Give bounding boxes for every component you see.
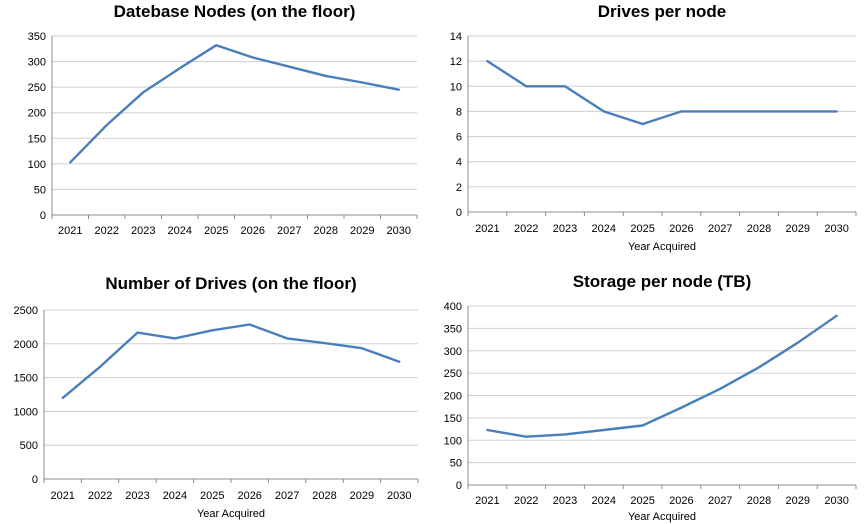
x-axis-label: Year Acquired: [628, 511, 696, 523]
y-tick-label: 350: [28, 31, 46, 43]
x-tick-label: 2025: [200, 490, 224, 502]
x-tick-label: 2025: [630, 495, 654, 507]
y-tick-label: 350: [444, 323, 462, 335]
x-tick-label: 2026: [669, 495, 693, 507]
x-tick-label: 2028: [747, 223, 771, 235]
y-tick-label: 100: [28, 159, 46, 171]
y-tick-label: 2500: [14, 305, 38, 317]
x-tick-label: 2027: [275, 490, 299, 502]
y-tick-label: 0: [456, 207, 462, 219]
chart-title: Datebase Nodes (on the floor): [114, 2, 356, 21]
chart-title: Storage per node (TB): [573, 272, 752, 291]
chart-drives-per-node: Drives per node 0 2 4 6 8 10 12 14 2021 2022 2023 20…: [432, 0, 864, 266]
x-tick-label: 2029: [786, 223, 810, 235]
x-axis-label: Year Acquired: [197, 508, 265, 520]
series-line: [61, 323, 401, 400]
x-tick-label: 2028: [747, 495, 771, 507]
x-tick-label: 2027: [708, 495, 732, 507]
x-tick-label: 2027: [708, 223, 732, 235]
chart-svg: Datebase Nodes (on the floor) 0 50 100 150 20…: [28, 2, 418, 237]
y-tick-label: 2: [456, 182, 462, 194]
x-tick-label: 2023: [553, 223, 577, 235]
x-tick-label: 2024: [592, 495, 616, 507]
chart-svg: Drives per node 0 2 4 6 8 10 12 14 2021 2022 2023 20…: [450, 2, 857, 253]
chart-svg: Number of Drives (on the floor) 0 500 1000 1…: [14, 274, 419, 520]
y-tick-label: 400: [444, 301, 462, 313]
y-tick-label: 50: [450, 458, 462, 470]
chart-storage-per-node: Storage per node (TB) 0 50 100 150 200 250 300 3…: [432, 266, 864, 524]
x-tick-label: 2023: [125, 490, 149, 502]
x-tick-label: 2029: [786, 495, 810, 507]
y-tick-label: 8: [456, 106, 462, 118]
y-tick-label: 300: [28, 57, 46, 69]
y-tick-label: 4: [456, 157, 462, 169]
x-tick-label: 2023: [131, 225, 155, 237]
y-tick-label: 200: [444, 391, 462, 403]
y-tick-label: 1000: [14, 406, 38, 418]
x-tick-label: 2025: [204, 225, 228, 237]
chart-title: Number of Drives (on the floor): [105, 274, 356, 293]
x-tick-label: 2027: [277, 225, 301, 237]
y-tick-label: 150: [444, 413, 462, 425]
y-tick-label: 0: [40, 210, 46, 222]
y-tick-label: 1500: [14, 373, 38, 385]
x-tick-label: 2028: [312, 490, 336, 502]
x-tick-label: 2026: [669, 223, 693, 235]
series-line: [486, 314, 838, 438]
y-tick-label: 500: [20, 440, 38, 452]
x-tick-label: 2021: [58, 225, 82, 237]
y-tick-label: 6: [456, 132, 462, 144]
y-tick-label: 300: [444, 346, 462, 358]
x-tick-label: 2022: [88, 490, 112, 502]
y-tick-label: 14: [450, 31, 462, 43]
x-tick-label: 2030: [387, 490, 411, 502]
x-tick-label: 2025: [630, 223, 654, 235]
y-tick-label: 250: [28, 82, 46, 94]
x-tick-label: 2023: [553, 495, 577, 507]
y-tick-label: 250: [444, 368, 462, 380]
x-tick-label: 2024: [168, 225, 192, 237]
x-tick-label: 2030: [824, 495, 848, 507]
x-tick-label: 2021: [475, 495, 499, 507]
x-tick-label: 2022: [95, 225, 119, 237]
x-tick-label: 2024: [163, 490, 187, 502]
x-tick-label: 2029: [350, 225, 374, 237]
series-line: [69, 44, 400, 164]
chart-database-nodes: Datebase Nodes (on the floor) 0 50 100 150 20…: [0, 0, 432, 266]
x-tick-label: 2021: [50, 490, 74, 502]
x-tick-label: 2030: [387, 225, 411, 237]
y-tick-label: 2000: [14, 339, 38, 351]
x-tick-label: 2028: [314, 225, 338, 237]
chart-number-of-drives: Number of Drives (on the floor) 0 500 1000 1…: [0, 266, 432, 524]
series-line: [486, 59, 838, 126]
x-tick-label: 2021: [475, 223, 499, 235]
y-tick-label: 100: [444, 435, 462, 447]
y-tick-label: 0: [456, 480, 462, 492]
x-tick-label: 2030: [824, 223, 848, 235]
chart-title: Drives per node: [598, 2, 727, 21]
x-tick-label: 2029: [350, 490, 374, 502]
y-tick-label: 12: [450, 56, 462, 68]
x-tick-label: 2022: [514, 495, 538, 507]
x-axis-label: Year Acquired: [628, 241, 696, 253]
x-tick-label: 2022: [514, 223, 538, 235]
y-tick-label: 0: [32, 474, 38, 486]
chart-svg: Storage per node (TB) 0 50 100 150 200 250 300 3…: [444, 272, 857, 523]
x-tick-label: 2026: [241, 225, 265, 237]
x-tick-label: 2024: [592, 223, 616, 235]
x-tick-label: 2026: [237, 490, 261, 502]
y-tick-label: 200: [28, 108, 46, 120]
y-tick-label: 10: [450, 81, 462, 93]
y-tick-label: 150: [28, 133, 46, 145]
y-tick-label: 50: [34, 184, 46, 196]
